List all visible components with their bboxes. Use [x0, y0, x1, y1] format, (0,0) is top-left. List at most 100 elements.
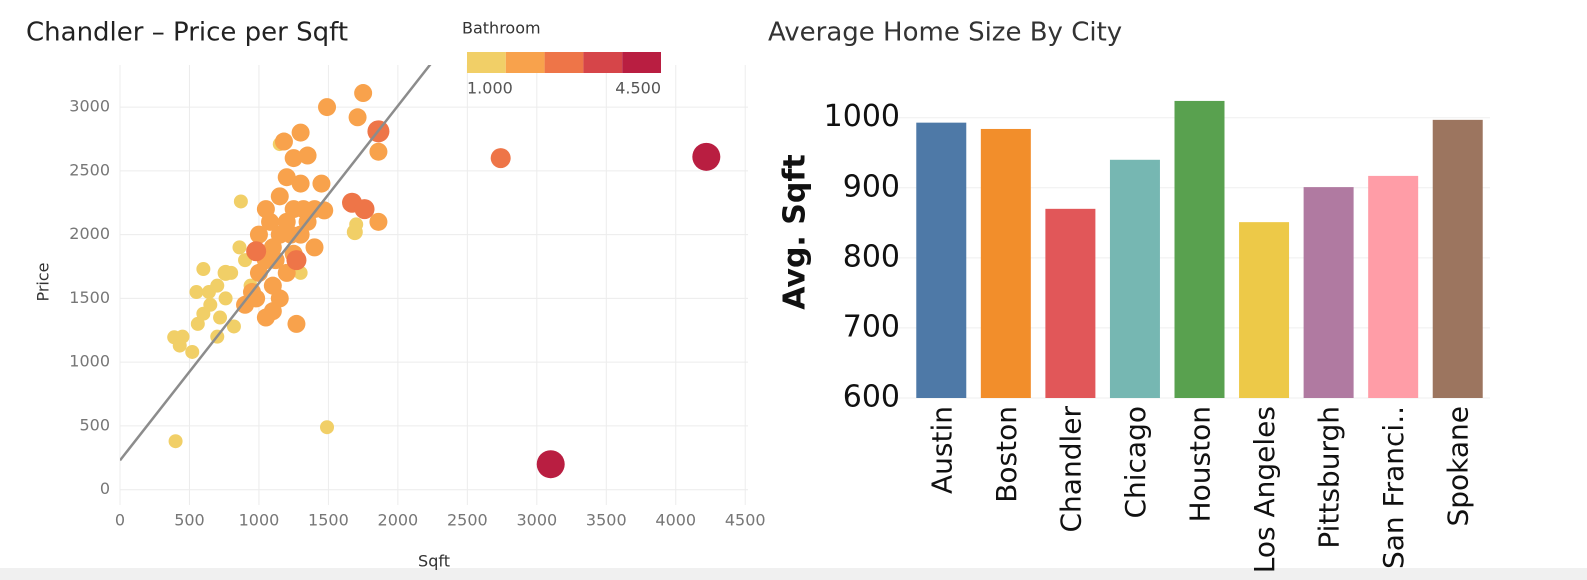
x-tick-label: Chandler: [1054, 406, 1087, 533]
point: [213, 310, 228, 325]
point: [369, 212, 388, 231]
bar: [980, 128, 1031, 398]
point: [277, 168, 296, 187]
point: [320, 420, 335, 435]
plots: 0 500 1000 1500 2000 2500 3000 0 500 1000 1500 2000…: [69, 52, 1490, 573]
point: [175, 329, 190, 344]
point: [291, 123, 310, 142]
legend-swatch: [467, 52, 506, 73]
x-tick-label: 500: [174, 511, 205, 530]
point: [217, 264, 234, 281]
y-tick-label: 1500: [69, 288, 110, 307]
x-tick-label: Boston: [990, 406, 1023, 503]
point: [189, 285, 204, 300]
point: [256, 308, 275, 327]
point: [291, 174, 310, 193]
bar: [916, 122, 967, 398]
point: [203, 297, 218, 312]
point: [249, 225, 268, 244]
x-tick-label: Pittsburgh: [1313, 406, 1346, 549]
point: [286, 250, 307, 271]
y-tick-label: 900: [843, 169, 900, 204]
y-tick-label: 700: [843, 309, 900, 344]
point: [284, 149, 303, 168]
point: [298, 146, 317, 165]
point: [281, 225, 300, 244]
bar: [1239, 222, 1290, 398]
bar: [1432, 119, 1483, 398]
x-tick-label: 2000: [378, 511, 419, 530]
point: [354, 84, 373, 103]
point: [536, 450, 565, 479]
point: [246, 241, 267, 262]
point: [168, 434, 183, 449]
legend-tick-label: 4.500: [615, 79, 661, 98]
x-tick-label: 3500: [586, 511, 627, 530]
point: [369, 142, 388, 161]
point: [185, 344, 200, 359]
point: [305, 238, 324, 257]
trend-line: [120, 65, 432, 462]
x-tick-label: 4500: [725, 511, 766, 530]
scatter-title: Chandler – Price per Sqft: [26, 18, 348, 48]
point: [274, 132, 293, 151]
y-axis-title: Avg. Sqft: [778, 154, 813, 310]
bar: [1368, 175, 1419, 398]
point: [348, 108, 367, 127]
y-tick-label: 1000: [824, 99, 900, 134]
legend-swatch: [505, 52, 545, 73]
y-tick-label: 1000: [69, 352, 110, 371]
x-tick-label: Chicago: [1119, 406, 1152, 519]
point: [354, 199, 375, 220]
x-tick-label: Houston: [1184, 406, 1217, 522]
x-tick-label: 1000: [239, 511, 280, 530]
legend-swatch: [583, 52, 623, 73]
bar: [1174, 100, 1225, 399]
y-tick-label: 600: [843, 380, 900, 415]
point: [315, 201, 334, 220]
bar: [1303, 187, 1354, 398]
x-tick-label: 0: [115, 511, 125, 530]
point: [233, 194, 248, 209]
x-tick-label: 4000: [655, 511, 696, 530]
legend-swatch: [622, 52, 661, 73]
x-tick-label: 2500: [447, 511, 488, 530]
y-axis-title: Price: [34, 262, 53, 301]
point: [490, 148, 511, 169]
x-tick-label: 3000: [516, 511, 557, 530]
bar-title: Average Home Size By City: [768, 18, 1122, 48]
point: [261, 212, 280, 231]
y-tick-label: 2500: [69, 160, 110, 179]
x-tick-label: San Franci..: [1377, 406, 1410, 569]
point: [226, 319, 241, 334]
x-tick-label: 1500: [308, 511, 349, 530]
x-tick-label: Austin: [925, 406, 958, 494]
bar: [1045, 208, 1096, 398]
point: [294, 200, 313, 219]
x-tick-label: Spokane: [1442, 406, 1475, 527]
point: [210, 278, 225, 293]
point: [692, 142, 721, 171]
legend-title: Bathroom: [462, 19, 541, 38]
point: [218, 291, 233, 306]
point: [247, 289, 266, 308]
point: [312, 174, 331, 193]
point: [190, 316, 205, 331]
bar: [1109, 159, 1160, 398]
y-tick-label: 500: [79, 415, 110, 434]
x-tick-label: Los Angeles: [1248, 406, 1281, 573]
point: [346, 224, 363, 241]
point: [232, 240, 247, 255]
y-tick-label: 0: [100, 479, 110, 498]
y-tick-label: 800: [843, 239, 900, 274]
legend-swatch: [544, 52, 584, 73]
footer-strip: [0, 568, 1587, 580]
point: [287, 314, 306, 333]
x-axis-title: Sqft: [418, 552, 450, 571]
point: [318, 98, 337, 117]
y-tick-label: 3000: [69, 97, 110, 116]
y-tick-label: 2000: [69, 224, 110, 243]
legend-tick-label: 1.000: [467, 79, 513, 98]
points: [120, 65, 721, 479]
